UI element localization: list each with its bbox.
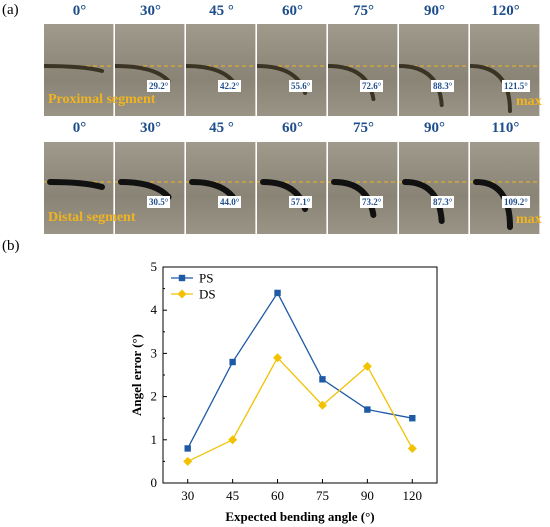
- data-point-ds: [273, 353, 283, 363]
- x-tick-label: 75: [316, 488, 329, 503]
- proximal-title-4: 75°: [353, 3, 374, 19]
- x-tick-label: 45: [226, 488, 239, 503]
- distal-photo-1: 30.5°: [115, 142, 185, 234]
- proximal-angle-badge-5: 88.3°: [431, 80, 455, 92]
- bending-segment: [470, 64, 512, 113]
- panel-a-label: (a): [2, 2, 19, 18]
- proximal-title-2: 45 °: [209, 3, 234, 19]
- distal-photo-2: 44.0°: [186, 142, 256, 234]
- proximal-angle-badge-4: 72.6°: [360, 80, 384, 92]
- distal-segment-label: Distal segment: [48, 210, 136, 225]
- distal-angle-badge-6: 109.2°: [502, 196, 530, 208]
- y-tick-label: 5: [151, 259, 158, 274]
- distal-title-6: 110°: [491, 120, 520, 136]
- distal-title-5: 90°: [424, 120, 445, 136]
- proximal-segment-label: Proximal segment: [48, 92, 156, 107]
- distal-photo-strip: 30.5° 44.0° 57.1° 73.2° 87.3° 109.2° Distal se…: [44, 142, 544, 234]
- proximal-photo-0: [44, 24, 114, 116]
- data-point-ds: [317, 400, 327, 410]
- data-point-ds: [228, 435, 238, 445]
- y-axis-label: Angel error (°): [129, 334, 144, 416]
- y-tick-label: 3: [151, 345, 158, 360]
- bending-segment: [331, 179, 377, 218]
- bending-segment: [47, 179, 105, 190]
- bending-segment: [328, 64, 376, 101]
- y-tick-label: 2: [151, 389, 158, 404]
- y-tick-label: 0: [151, 475, 158, 490]
- proximal-photo-strip: 29.2° 42.2° 55.6° 72.6° 88.3° 121.5° Proximal …: [44, 24, 544, 116]
- bending-segment: [44, 64, 104, 73]
- proximal-angle-badge-6: 121.5°: [502, 80, 530, 92]
- data-point-ps: [409, 415, 416, 422]
- series-line-ps: [187, 291, 413, 449]
- x-axis-label: Expected bending angle (°): [225, 509, 374, 524]
- data-point-ps: [184, 445, 191, 452]
- distal-photo-0: [44, 142, 114, 234]
- proximal-title-1: 30°: [140, 3, 161, 19]
- legend-marker-ds: [177, 289, 187, 299]
- distal-photo-3: 57.1°: [257, 142, 327, 234]
- distal-angle-badge-3: 57.1°: [289, 196, 313, 208]
- distal-photo-4: 73.2°: [328, 142, 398, 234]
- x-tick-label: 30: [181, 488, 194, 503]
- distal-max-label: max: [516, 212, 542, 227]
- distal-angle-badge-1: 30.5°: [147, 196, 171, 208]
- data-point-ps: [274, 289, 281, 297]
- legend-marker-ps: [178, 274, 186, 282]
- proximal-title-3: 60°: [282, 3, 303, 19]
- proximal-photo-3: 55.6°: [257, 24, 327, 116]
- x-tick-label: 60: [271, 488, 284, 503]
- proximal-photo-2: 42.2°: [186, 24, 256, 116]
- data-point-ds: [407, 443, 417, 453]
- y-tick-label: 4: [151, 302, 158, 317]
- distal-photo-6: 109.2°: [470, 142, 540, 234]
- proximal-max-label: max: [516, 94, 542, 109]
- legend-label-ds: DS: [199, 287, 216, 302]
- distal-title-2: 45 °: [209, 120, 234, 136]
- series-line-ds: [187, 356, 413, 462]
- data-point-ds: [183, 456, 193, 466]
- proximal-photo-6: 121.5°: [470, 24, 540, 116]
- distal-title-0: 0°: [72, 120, 87, 136]
- data-point-ds: [362, 361, 372, 371]
- data-point-ps: [319, 376, 326, 383]
- legend-label-ps: PS: [199, 271, 213, 286]
- proximal-title-5: 90°: [424, 3, 445, 19]
- distal-title-4: 75°: [353, 120, 374, 136]
- distal-title-3: 60°: [282, 120, 303, 136]
- bending-segment: [118, 179, 172, 200]
- distal-angle-badge-4: 73.2°: [360, 196, 384, 208]
- distal-angle-badge-2: 44.0°: [218, 196, 242, 208]
- proximal-photo-4: 72.6°: [328, 24, 398, 116]
- data-point-ps: [229, 358, 236, 366]
- proximal-photo-5: 88.3°: [399, 24, 469, 116]
- y-tick-label: 1: [151, 432, 158, 447]
- bending-segment: [402, 179, 445, 224]
- distal-title-1: 30°: [140, 120, 161, 136]
- proximal-angle-badge-3: 55.6°: [289, 80, 313, 92]
- bending-segment: [399, 64, 444, 107]
- distal-angle-badge-5: 87.3°: [431, 196, 455, 208]
- panel-b-label: (b): [2, 238, 20, 254]
- proximal-angle-titles: 0° 30° 45 ° 60° 75° 90° 120°: [44, 3, 544, 25]
- distal-photo-5: 87.3°: [399, 142, 469, 234]
- proximal-angle-badge-2: 42.2°: [218, 80, 242, 92]
- proximal-title-0: 0°: [72, 3, 87, 19]
- distal-angle-titles: 0° 30° 45 ° 60° 75° 90° 110°: [44, 120, 544, 142]
- proximal-angle-badge-1: 29.2°: [147, 80, 171, 92]
- data-point-ps: [364, 406, 371, 413]
- bending-segment: [115, 64, 171, 83]
- bending-segment: [473, 179, 513, 230]
- proximal-title-6: 120°: [491, 3, 520, 19]
- x-tick-label: 120: [403, 488, 423, 503]
- proximal-photo-1: 29.2°: [115, 24, 185, 116]
- x-tick-label: 90: [361, 488, 374, 503]
